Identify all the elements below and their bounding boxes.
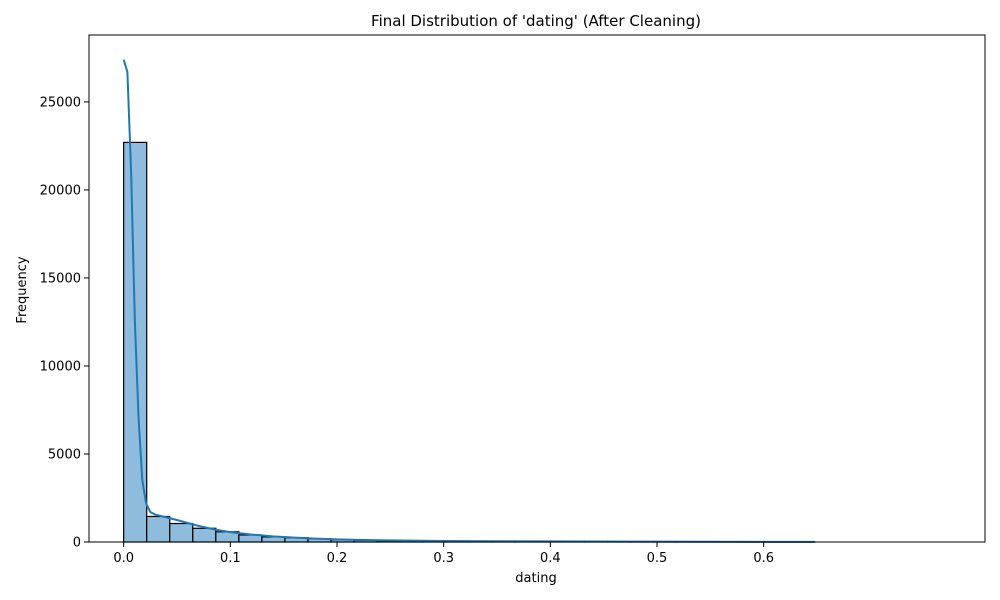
y-axis-label: Frequency [15,256,30,323]
chart-title: Final Distribution of 'dating' (After Cl… [371,12,701,30]
y-tick-label: 10000 [40,359,81,374]
kde-line [122,59,815,543]
x-ticks-group: 0.0 0.1 0.2 0.3 0.4 0.5 0.6 [113,542,774,566]
y-tick-label: 5000 [48,447,81,462]
histogram-bar [169,522,194,543]
bars-group [123,141,816,543]
y-tick-label: 0 [73,536,81,551]
axes-group [88,34,986,543]
x-tick-label: 0.3 [433,551,454,566]
histogram-bar [146,515,171,543]
histogram-bar [192,527,217,543]
axes-frame [88,34,986,543]
x-tick-label: 0.6 [753,551,774,566]
x-tick-label: 0.2 [327,551,348,566]
x-tick-label: 0.0 [113,551,134,566]
y-tick-label: 25000 [40,95,81,110]
kde-group [122,59,815,543]
x-tick-label: 0.4 [540,551,561,566]
y-tick-label: 20000 [40,183,81,198]
y-tick-label: 15000 [40,271,81,286]
y-ticks-group: 0 5000 10000 15000 20000 25000 [40,95,89,551]
x-tick-label: 0.1 [220,551,241,566]
x-axis-label: dating [515,571,556,586]
x-tick-label: 0.5 [647,551,668,566]
